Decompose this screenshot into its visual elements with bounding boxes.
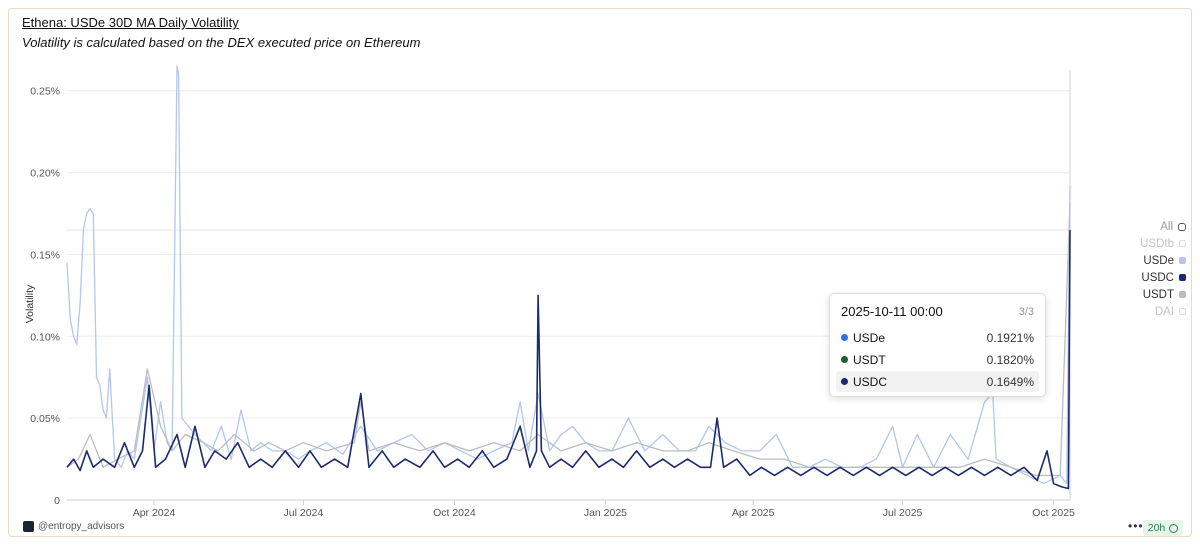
legend-swatch-icon	[1179, 274, 1186, 281]
series-dot-icon	[841, 378, 848, 385]
chart-subtitle: Volatility is calculated based on the DE…	[22, 35, 421, 50]
tooltip-row-usdt: USDT 0.1820%	[836, 349, 1039, 370]
legend-swatch-icon	[1179, 257, 1186, 264]
y-tick-label: 0.10%	[30, 331, 60, 343]
x-tick-label: Jul 2024	[284, 507, 324, 519]
legend-label: USDtb	[1140, 237, 1174, 250]
tooltip-row-usde: USDe 0.1921%	[836, 327, 1039, 348]
chart-title[interactable]: Ethena: USDe 30D MA Daily Volatility	[22, 15, 239, 30]
legend-item-dai[interactable]: DAI	[1155, 303, 1186, 320]
y-tick-label: 0.25%	[30, 86, 60, 98]
x-tick-label: Jul 2025	[883, 507, 923, 519]
tooltip-series-name: USDC	[853, 374, 888, 389]
legend-label: All	[1160, 220, 1173, 233]
chart-legend: All USDtb USDe USDC USDT DAI	[1106, 218, 1186, 320]
refresh-status-badge[interactable]: 20h	[1143, 520, 1183, 536]
series-dot-icon	[841, 356, 848, 363]
legend-label: DAI	[1154, 305, 1174, 318]
legend-item-usdtb[interactable]: USDtb	[1140, 235, 1186, 252]
x-tick-label: Jan 2025	[584, 507, 627, 519]
legend-label: USDC	[1141, 271, 1174, 284]
y-tick-label: 0.15%	[30, 249, 60, 261]
x-tick-label: Oct 2025	[1032, 507, 1075, 519]
brand-logo-icon	[23, 521, 34, 532]
tooltip-series-value: 0.1921%	[986, 330, 1034, 345]
check-circle-icon	[1169, 523, 1179, 533]
x-tick-label: Oct 2024	[433, 507, 476, 519]
series-line-usdt	[66, 202, 1071, 477]
y-tick-label: 0.20%	[30, 168, 60, 180]
tooltip-series-value: 0.1820%	[986, 352, 1034, 367]
tooltip-count: 3/3	[1018, 306, 1034, 318]
brand-attribution[interactable]: @entropy_advisors	[23, 521, 124, 532]
more-options-button[interactable]: •••	[1128, 519, 1144, 533]
legend-swatch-icon	[1179, 291, 1186, 298]
legend-item-all[interactable]: All	[1160, 218, 1186, 235]
tooltip-row-usdc: USDC 0.1649%	[836, 371, 1039, 392]
x-tick-label: Apr 2025	[732, 507, 775, 519]
tooltip-series-name: USDT	[853, 352, 886, 367]
tooltip-series-name: USDe	[853, 330, 886, 345]
tooltip-series-value: 0.1649%	[986, 374, 1034, 389]
y-axis-label: Volatility	[24, 284, 36, 323]
chart-card	[8, 8, 1192, 537]
refresh-age: 20h	[1147, 522, 1166, 534]
series-dot-icon	[841, 334, 848, 341]
legend-label: USDT	[1142, 288, 1174, 301]
legend-label: USDe	[1143, 254, 1174, 267]
series-line-usdc	[66, 230, 1071, 490]
legend-item-usdc[interactable]: USDC	[1141, 269, 1186, 286]
y-tick-label: 0	[54, 495, 60, 507]
tooltip-date: 2025-10-11 00:00	[841, 304, 943, 319]
legend-swatch-icon	[1179, 308, 1186, 315]
legend-item-usde[interactable]: USDe	[1143, 252, 1186, 269]
legend-swatch-icon	[1179, 240, 1186, 247]
series-line-usde	[66, 65, 1071, 485]
legend-item-usdt[interactable]: USDT	[1143, 286, 1186, 303]
brand-handle: @entropy_advisors	[38, 521, 125, 532]
x-tick-label: Apr 2024	[133, 507, 176, 519]
hover-tooltip: 2025-10-11 00:00 3/3 USDe 0.1921% USDT 0…	[829, 293, 1046, 397]
y-tick-label: 0.05%	[30, 413, 60, 425]
legend-swatch-icon	[1178, 222, 1186, 231]
